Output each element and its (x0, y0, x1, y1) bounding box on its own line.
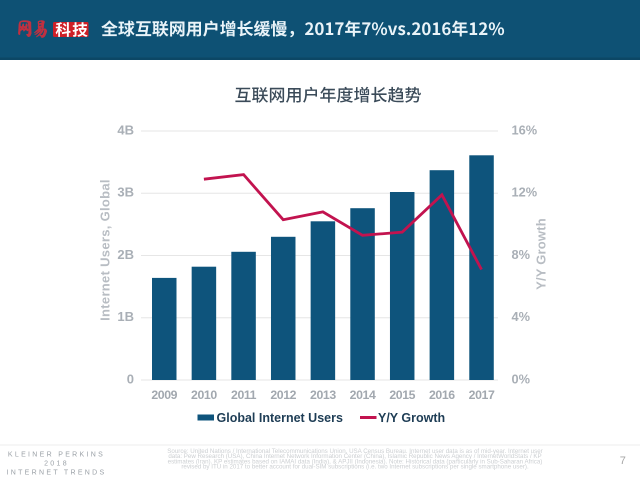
svg-text:0%: 0% (512, 371, 531, 386)
svg-text:2018: 2018 (44, 461, 69, 468)
svg-text:revised by ITU in 2017 to bett: revised by ITU in 2017 to better account… (181, 464, 529, 471)
svg-text:16%: 16% (512, 122, 538, 137)
svg-text:7: 7 (620, 455, 626, 467)
svg-text:Y/Y Growth: Y/Y Growth (378, 411, 445, 425)
svg-text:1B: 1B (117, 309, 134, 324)
svg-text:2009: 2009 (151, 388, 177, 402)
svg-text:2B: 2B (117, 247, 134, 262)
svg-text:4B: 4B (117, 122, 134, 137)
svg-text:Source: United Nations / Inter: Source: United Nations / International T… (167, 448, 542, 455)
svg-text:KLEINER PERKINS: KLEINER PERKINS (8, 451, 105, 458)
svg-text:Y/Y Growth: Y/Y Growth (534, 218, 549, 290)
svg-text:INTERNET TRENDS: INTERNET TRENDS (7, 470, 107, 477)
svg-text:2017: 2017 (469, 388, 495, 402)
svg-text:2010: 2010 (191, 388, 217, 402)
svg-text:data: Pew Research (USA), Chin: data: Pew Research (USA), China Internet… (168, 453, 541, 460)
svg-text:2016: 2016 (429, 388, 455, 402)
svg-text:12%: 12% (512, 185, 538, 200)
svg-text:Global Internet Users: Global Internet Users (217, 411, 343, 425)
svg-text:2012: 2012 (270, 388, 296, 402)
svg-text:3B: 3B (117, 185, 134, 200)
svg-text:8%: 8% (512, 247, 531, 262)
svg-text:2014: 2014 (350, 388, 376, 402)
svg-text:Internet Users, Global: Internet Users, Global (97, 179, 112, 321)
svg-text:2013: 2013 (310, 388, 336, 402)
svg-text:estimates (Iran). KP estimates: estimates (Iran). KP estimates based on … (168, 458, 543, 465)
svg-text:2011: 2011 (231, 388, 257, 402)
svg-text:2015: 2015 (389, 388, 415, 402)
svg-text:4%: 4% (512, 309, 531, 324)
svg-text:0: 0 (127, 371, 134, 386)
